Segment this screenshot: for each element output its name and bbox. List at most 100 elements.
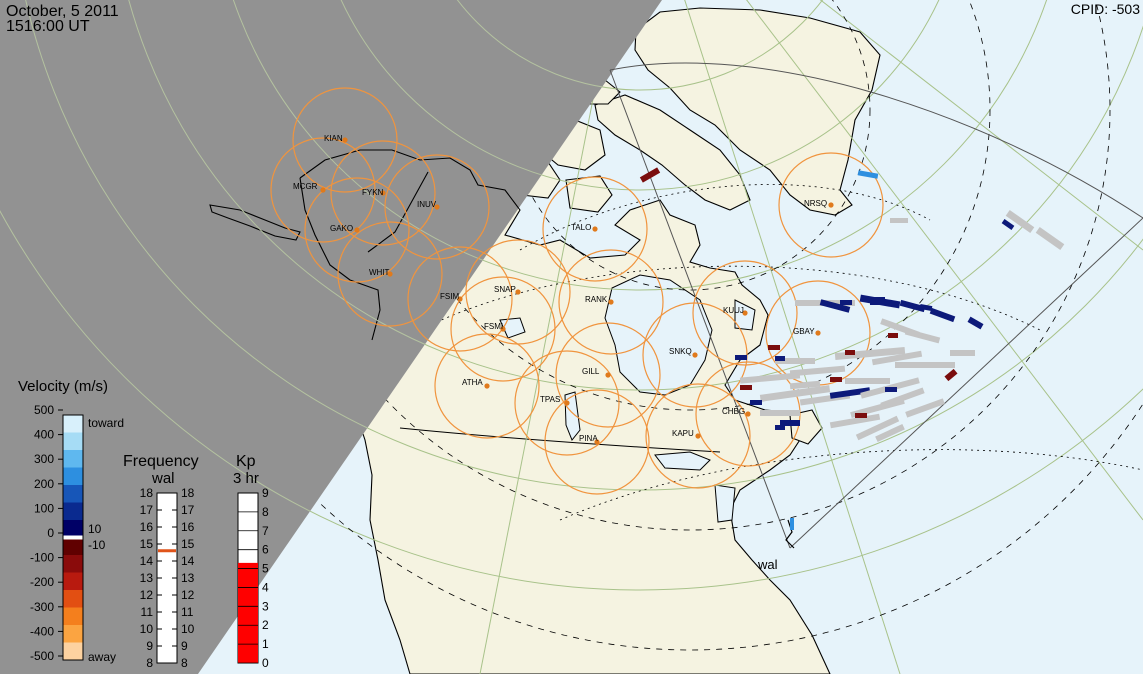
velocity-cell bbox=[929, 307, 956, 323]
station-fov-circle-tpas bbox=[514, 350, 620, 456]
frequency-tick-label-right: 16 bbox=[181, 520, 195, 534]
velocity-cell bbox=[875, 423, 905, 443]
station-label-snap: SNAP bbox=[494, 285, 516, 294]
velocity-tick-label: -500 bbox=[30, 649, 54, 663]
frequency-tick-label-right: 15 bbox=[181, 537, 195, 551]
station-label-kian: KIAN bbox=[324, 134, 343, 143]
velocity-tick-label: -400 bbox=[30, 624, 54, 638]
kp-tick-label: 3 bbox=[262, 599, 269, 613]
station-label-tpas: TPAS bbox=[540, 395, 560, 404]
frequency-tick-label-right: 17 bbox=[181, 503, 195, 517]
velocity-zero-band bbox=[63, 535, 83, 540]
station-fov-circle-rank bbox=[558, 249, 664, 355]
velocity-cell bbox=[890, 218, 908, 223]
station-label-kapu: KAPU bbox=[672, 429, 694, 438]
velocity-cell bbox=[829, 387, 871, 399]
velocity-color-segment bbox=[63, 520, 83, 538]
station-fov-circle-mcgr bbox=[270, 137, 376, 243]
station-dot-whit bbox=[387, 271, 393, 277]
station-dot-nrsq bbox=[828, 202, 834, 208]
velocity-color-segment bbox=[63, 485, 83, 503]
station-fov-circle-whit bbox=[337, 221, 443, 327]
velocity-cell bbox=[950, 350, 975, 356]
station-fov-circle-talo bbox=[542, 176, 648, 282]
station-label-inuv: INUV bbox=[417, 200, 437, 209]
station-label-pina: PINA bbox=[579, 434, 598, 443]
kp-bar-fill bbox=[238, 562, 258, 663]
frequency-scale: Frequency wal 18 18 17 17 16 16 15 15 14 14 13 13 12… bbox=[123, 453, 199, 670]
velocity-color-segment bbox=[63, 432, 83, 451]
velocity-tick-label: 100 bbox=[34, 501, 54, 515]
velocity-ticks: 500 400 300 200 100 0 -100 -200 -300 -400 -500 bbox=[30, 403, 63, 663]
station-dot-talo bbox=[592, 226, 598, 232]
cpid-label: CPID: -503 bbox=[1071, 1, 1140, 17]
velocity-color-segment bbox=[63, 415, 83, 433]
station-label-gill: GILL bbox=[582, 367, 600, 376]
velocity-cell bbox=[775, 425, 785, 430]
station-dot-snkq bbox=[692, 352, 698, 358]
frequency-tick-label-left: 16 bbox=[140, 520, 154, 534]
velocity-cell bbox=[840, 300, 852, 305]
wal-radar-fov bbox=[609, 62, 1143, 549]
frequency-tick-label-left: 10 bbox=[140, 622, 154, 636]
velocity-cell bbox=[740, 385, 752, 390]
velocity-cell bbox=[904, 328, 941, 344]
velocity-cell bbox=[899, 299, 926, 313]
velocity-cell bbox=[885, 387, 897, 392]
velocity-cell bbox=[855, 413, 867, 418]
station-dot-fykn bbox=[380, 190, 386, 196]
kp-tick-label: 1 bbox=[262, 637, 269, 651]
frequency-tick-label-left: 12 bbox=[140, 588, 154, 602]
velocity-tick-label: 400 bbox=[34, 428, 54, 442]
station-dot-kuuj bbox=[742, 310, 748, 316]
frequency-tick-label-left: 18 bbox=[140, 486, 154, 500]
frequency-ticks: 18 18 17 17 16 16 15 15 14 14 13 13 12 12 11 11 10 10 9 9 8 8 bbox=[140, 486, 195, 670]
velocity-tick-label: 200 bbox=[34, 477, 54, 491]
velocity-cell bbox=[790, 518, 794, 530]
velocity-cell bbox=[759, 385, 831, 402]
kp-ticks: 9 8 7 6 5 4 3 2 1 0 bbox=[238, 486, 269, 670]
frequency-tick-label-right: 9 bbox=[181, 639, 188, 653]
frequency-tick-label-left: 11 bbox=[141, 605, 154, 619]
kp-title: Kp bbox=[236, 453, 256, 470]
velocity-cell bbox=[768, 345, 780, 350]
velocity-cell bbox=[870, 297, 885, 305]
station-label-gako: GAKO bbox=[330, 224, 353, 233]
velocity-cell bbox=[1035, 227, 1065, 250]
velocity-scale: Velocity (m/s) 500 400 300 200 100 0 -100 -200 -… bbox=[18, 378, 124, 664]
velocity-color-segment bbox=[63, 537, 83, 556]
station-label-snkq: SNKQ bbox=[669, 347, 692, 356]
velocity-tick-label: 0 bbox=[47, 526, 54, 540]
station-dot-gill bbox=[605, 372, 611, 378]
velocity-cell bbox=[1005, 210, 1035, 233]
velocity-cell bbox=[780, 420, 800, 426]
velocity-tick-label: -200 bbox=[30, 575, 54, 589]
radar-site-label: wal bbox=[757, 557, 778, 572]
frequency-tick-label-right: 18 bbox=[181, 486, 195, 500]
station-dot-chbg bbox=[745, 411, 751, 417]
station-label-atha: ATHA bbox=[462, 378, 483, 387]
station-fov-circle-fsim bbox=[407, 246, 513, 352]
station-dot-fsim bbox=[457, 296, 463, 302]
velocity-pos-threshold: 10 bbox=[88, 522, 102, 536]
station-dot-gbay bbox=[815, 330, 821, 336]
velocity-cell bbox=[895, 362, 955, 368]
station-label-fykn: FYKN bbox=[362, 188, 384, 197]
velocity-colorbar-frame bbox=[62, 414, 84, 661]
frequency-tick-label-right: 8 bbox=[181, 656, 188, 670]
velocity-tick-label: 300 bbox=[34, 452, 54, 466]
station-fov-circle-nrsq bbox=[778, 152, 884, 258]
velocity-cell bbox=[845, 378, 890, 384]
station-dot-gako bbox=[354, 227, 360, 233]
frequency-tick-label-right: 13 bbox=[181, 571, 195, 585]
kp-scale: Kp 3 hr 9 8 7 6 5 4 3 2 1 0 bbox=[233, 453, 269, 670]
velocity-cell bbox=[760, 410, 800, 416]
station-dot-kapu bbox=[695, 433, 701, 439]
station-fov-circle-gill bbox=[555, 322, 661, 428]
velocity-cell bbox=[819, 299, 851, 313]
velocity-color-segment bbox=[63, 590, 83, 608]
velocity-cell bbox=[775, 358, 815, 364]
station-dot-kian bbox=[342, 137, 348, 143]
velocity-toward-label: toward bbox=[88, 416, 124, 430]
station-label-fsim: FSIM bbox=[440, 292, 459, 301]
